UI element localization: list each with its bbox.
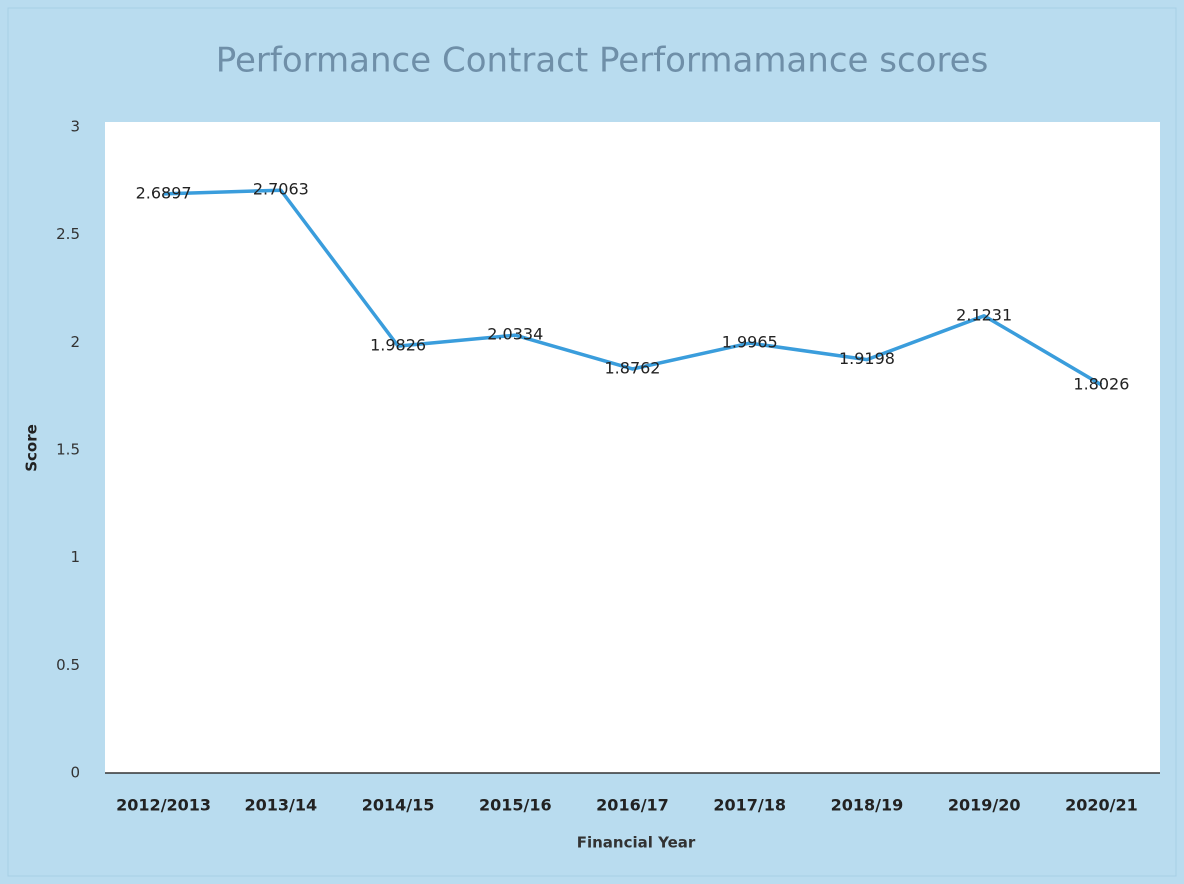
data-label: 1.9965 [722, 333, 778, 352]
line [163, 188, 1103, 387]
x-tick-label: 2018/19 [831, 796, 904, 815]
data-label: 1.9198 [839, 349, 895, 368]
y-tick-label: 0.5 [56, 656, 80, 674]
y-axis-title: Score [23, 424, 41, 472]
x-tick-label: 2012/2013 [116, 796, 211, 815]
x-tick-label: 2017/18 [713, 796, 786, 815]
data-label: 1.8026 [1073, 374, 1129, 393]
y-tick-label: 1 [70, 548, 80, 566]
y-tick-label: 2 [70, 333, 80, 351]
y-tick-label: 1.5 [56, 441, 80, 459]
x-tick-label: 2013/14 [245, 796, 318, 815]
x-axis-title: Financial Year [577, 834, 696, 852]
y-tick-label: 0 [70, 764, 80, 782]
plot-area [105, 122, 1160, 773]
x-tick-label: 2020/21 [1065, 796, 1138, 815]
x-tick-label: 2019/20 [948, 796, 1021, 815]
data-label: 2.0334 [487, 325, 543, 344]
data-label: 2.6897 [136, 183, 192, 202]
x-tick-label: 2016/17 [596, 796, 669, 815]
x-tick-label: 2014/15 [362, 796, 435, 815]
data-label: 1.8762 [605, 358, 661, 377]
data-label: 2.1231 [956, 305, 1012, 324]
x-tick-label: 2015/16 [479, 796, 552, 815]
y-tick-label: 2.5 [56, 225, 80, 243]
data-label: 2.7063 [253, 180, 309, 199]
data-label: 1.9826 [370, 336, 426, 355]
y-tick-label: 3 [70, 118, 80, 136]
chart-title: Performance Contract Performamance score… [216, 41, 989, 81]
